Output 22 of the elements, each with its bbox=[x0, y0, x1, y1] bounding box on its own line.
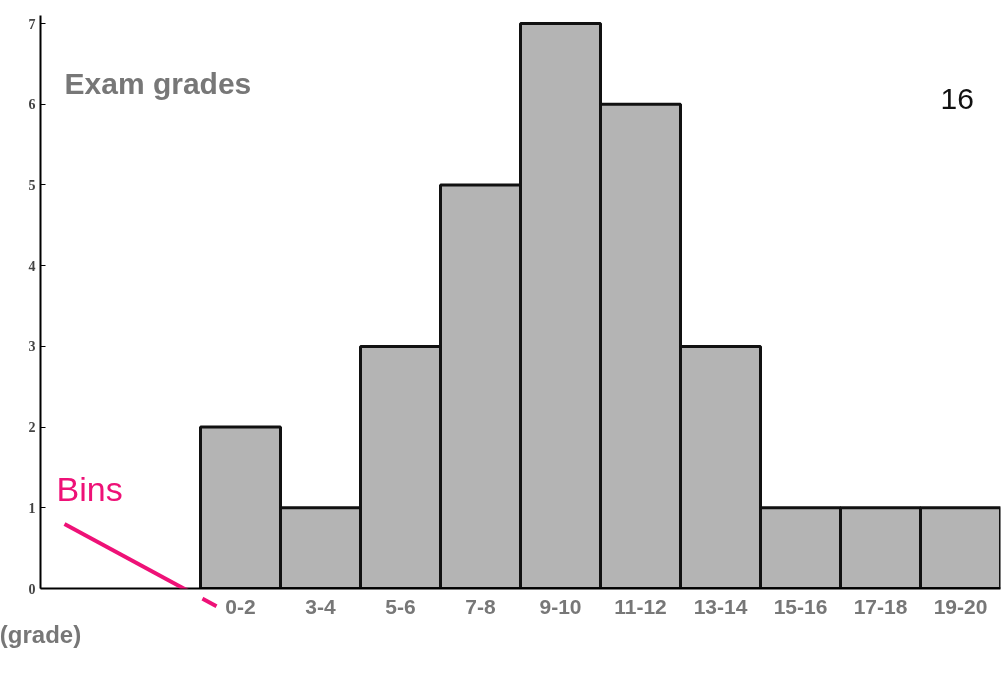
y-tick-label: 4 bbox=[28, 258, 36, 274]
y-tick-label: 1 bbox=[28, 500, 36, 516]
x-tick-label: 15-16 bbox=[773, 594, 828, 618]
x-tick-label: 11-12 bbox=[614, 594, 667, 618]
y-tick-label: 5 bbox=[28, 177, 36, 193]
y-tick-label: 2 bbox=[28, 420, 36, 436]
y-tick-label: 0 bbox=[28, 581, 36, 597]
y-tick-label: 3 bbox=[28, 339, 36, 355]
y-tick-label: 6 bbox=[28, 97, 36, 113]
annotation: Bins bbox=[56, 469, 123, 508]
x-tick-label: 7-8 bbox=[465, 594, 496, 618]
x-tick-label: 9-10 bbox=[539, 594, 582, 618]
y-tick-label: 7 bbox=[28, 16, 36, 32]
x-tick-label: 17-18 bbox=[853, 594, 908, 618]
x-axis-title: (grade) bbox=[0, 620, 82, 648]
x-tick-label: 19-20 bbox=[933, 594, 988, 618]
x-tick-label: 3-4 bbox=[305, 594, 336, 618]
x-tick-label: 13-14 bbox=[693, 594, 748, 618]
x-tick-label: 0-2 bbox=[225, 594, 256, 618]
x-tick-label: 5-6 bbox=[385, 594, 416, 618]
text: Exam grades bbox=[64, 67, 252, 101]
annotation: 16 bbox=[940, 81, 974, 115]
